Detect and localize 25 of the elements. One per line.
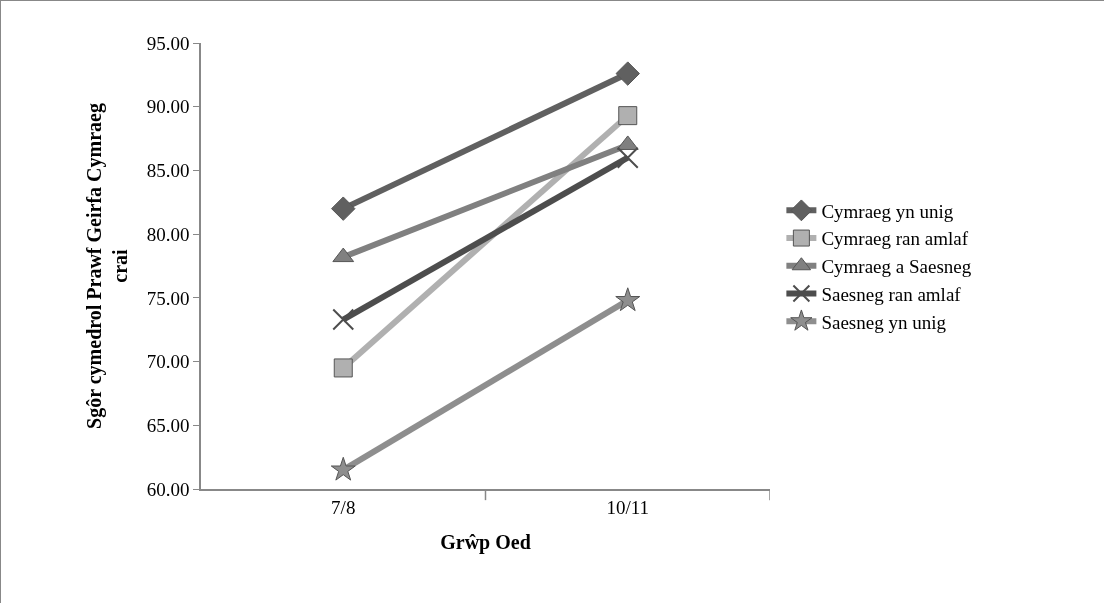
point (618, 106, 638, 126)
point (616, 146, 639, 169)
x-axis-title: Grŵp Oed (440, 530, 531, 554)
x-tick-label: 7/8 (331, 496, 356, 518)
y-axis-title: Sgôr cymedrol Prawf Geirfa Cymraeg crai (82, 103, 131, 429)
point (330, 456, 356, 481)
y-tick-label: 95.00 (146, 32, 190, 54)
legend-label: Saesneg yn unig (821, 311, 947, 333)
point (615, 287, 641, 312)
legend-label: Saesneg ran amlaf (821, 283, 962, 305)
point (615, 61, 640, 86)
y-tick-label: 75.00 (146, 287, 190, 309)
y-tick-label: 70.00 (146, 351, 190, 373)
legend-label: Cymraeg a Saesneg (821, 256, 972, 278)
y-tick-label: 60.00 (146, 478, 190, 500)
y-tick-label: 90.00 (146, 96, 190, 118)
x-tick-label: 10/11 (606, 496, 650, 518)
point (332, 308, 355, 331)
point (331, 196, 356, 221)
y-tick-label: 65.00 (146, 414, 190, 436)
legend-label: Cymraeg yn unig (821, 200, 954, 222)
legend-label: Cymraeg ran amlaf (821, 228, 969, 250)
point (333, 358, 353, 378)
y-tick-label: 85.00 (146, 160, 190, 182)
y-tick-label: 80.00 (146, 223, 190, 245)
